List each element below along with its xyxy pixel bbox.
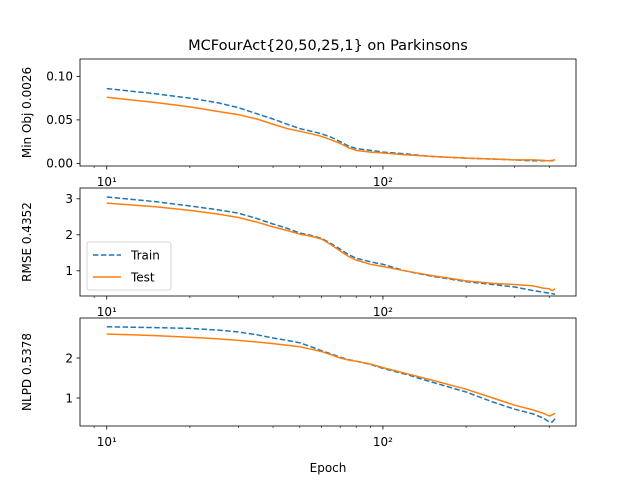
series-line-test <box>106 202 556 292</box>
x-tick-label: 10¹ <box>97 435 117 449</box>
y-axis-label: RMSE 0.4352 <box>20 202 34 282</box>
y-tick-label: 0.05 <box>46 113 73 127</box>
subplot-3: 10¹ 10² 1 2 NLPD 0.5378 <box>20 317 577 449</box>
subplots: 10¹ 10² 0.00 0.05 0.10 Min Obj 0.0026 10¹ 10² 1 2… <box>20 58 577 449</box>
chart-title: MCFourAct{20,50,25,1} on Parkinsons <box>188 38 468 54</box>
y-tick-label: 1 <box>65 391 73 405</box>
y-tick-label: 1 <box>65 264 73 278</box>
legend-label-train: Train <box>130 249 160 263</box>
axes-frame <box>79 317 577 427</box>
subplot-1: 10¹ 10² 0.00 0.05 0.10 Min Obj 0.0026 <box>20 58 577 189</box>
x-tick-label: 10² <box>373 435 393 449</box>
series-line-test <box>106 96 556 162</box>
legend-box <box>86 241 172 291</box>
x-axis-label: Epoch <box>310 461 347 475</box>
legend: Train Test <box>86 241 172 291</box>
legend-label-test: Test <box>130 271 155 285</box>
y-tick-label: 0.10 <box>46 70 73 84</box>
x-tick-label: 10¹ <box>97 305 117 319</box>
x-tick-label: 10² <box>373 305 393 319</box>
x-tick-label: 10² <box>373 175 393 189</box>
y-axis-label: NLPD 0.5378 <box>20 333 34 411</box>
x-tick-label: 10¹ <box>97 175 117 189</box>
y-tick-label: 0.00 <box>46 157 73 171</box>
axes-frame <box>79 58 577 167</box>
series-line-test <box>106 333 556 417</box>
y-axis-label: Min Obj 0.0026 <box>20 67 34 158</box>
axes-frame <box>79 187 577 297</box>
y-tick-label: 2 <box>65 351 73 365</box>
y-tick-label: 2 <box>65 228 73 242</box>
y-tick-label: 3 <box>65 192 73 206</box>
subplot-2: 10¹ 10² 1 2 3 RMSE 0.4352 Train Test <box>20 187 577 319</box>
series-line-train <box>106 196 556 295</box>
